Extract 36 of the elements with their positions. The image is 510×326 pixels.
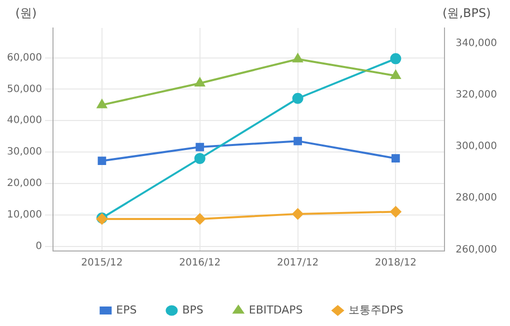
y2-tick-label: 260,000: [456, 244, 498, 256]
y2-axis-title: (원,BPS): [442, 6, 491, 20]
point: [98, 156, 106, 166]
y2-tick-label: 340,000: [456, 38, 498, 50]
point: [196, 142, 204, 152]
y-tick-label: 30,000: [6, 146, 42, 158]
y-tick-label: 20,000: [6, 178, 42, 190]
point: [194, 152, 206, 164]
y-tick-label: 10,000: [6, 209, 42, 220]
point: [390, 53, 402, 64]
x-tick-label: 2017/12: [277, 258, 319, 269]
point: [392, 154, 400, 163]
point: [292, 54, 303, 62]
legend-label: EPS: [116, 303, 137, 316]
point: [292, 208, 304, 220]
y-tick-label: 0: [36, 240, 42, 252]
y-axis-title: (원): [15, 6, 37, 20]
x-tick-label: 2018/12: [374, 258, 416, 269]
x-tick-label: 2016/12: [179, 258, 221, 269]
point: [292, 92, 304, 104]
legend-label: EBITDAPS: [248, 303, 303, 316]
point: [390, 70, 401, 79]
x-tick-label: 2015/12: [81, 258, 123, 269]
y2-tick-label: 280,000: [456, 192, 498, 204]
y-tick-label: 60,000: [6, 52, 42, 64]
point: [390, 206, 402, 218]
y2-tick-label: 300,000: [456, 141, 498, 152]
point: [194, 78, 205, 87]
legend-label: BPS: [182, 303, 204, 316]
y2-tick-label: 320,000: [456, 90, 498, 101]
point: [97, 99, 107, 108]
legend-label: 보통주DPS: [348, 303, 404, 316]
y-tick-label: 50,000: [6, 84, 42, 95]
point: [294, 136, 302, 146]
point: [194, 213, 206, 224]
y-tick-label: 40,000: [6, 115, 42, 126]
